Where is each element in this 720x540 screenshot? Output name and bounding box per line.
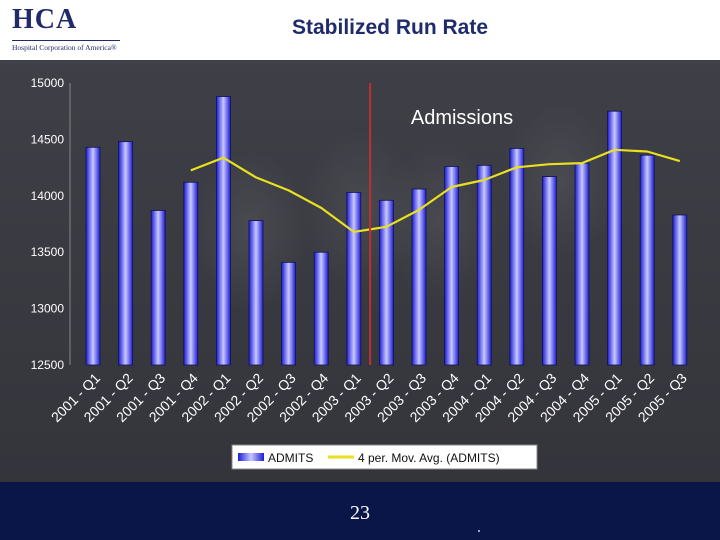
bar-admits	[85, 146, 101, 366]
legend-bar-swatch	[238, 453, 264, 461]
y-tick-label: 14000	[31, 189, 65, 203]
y-tick-label: 12500	[31, 358, 65, 372]
page-number: 23	[350, 502, 370, 524]
bar-admits	[346, 192, 362, 366]
moving-average-series	[190, 148, 681, 233]
chart-annotation: Admissions	[411, 107, 513, 129]
bar-series-admits	[85, 96, 688, 366]
bar-admits	[411, 188, 427, 366]
admissions-chart: 12500 13000 13500 14000 14500 15000 2001 - Q1…	[31, 76, 690, 470]
y-tick-label: 13000	[31, 302, 65, 316]
legend-box	[231, 444, 538, 470]
footer-dot	[478, 530, 480, 532]
legend-label-admits: ADMITS	[268, 451, 313, 465]
y-tick-label: 13500	[31, 245, 65, 259]
y-tick-label: 14500	[31, 132, 65, 146]
legend-label-moving-average: 4 per. Mov. Avg. (ADMITS)	[358, 451, 500, 465]
hca-logo: HCA Hospital Corporation of America®	[12, 4, 142, 54]
header: HCA Hospital Corporation of America® Sta…	[0, 0, 720, 60]
bar-admits	[313, 251, 329, 366]
bar-admits	[509, 148, 525, 366]
bar-admits	[248, 220, 264, 366]
moving-average-line	[190, 148, 681, 233]
bar-admits	[215, 96, 231, 366]
bar-admits	[118, 141, 133, 366]
bar-admits	[378, 199, 394, 366]
footer: 23	[0, 482, 720, 540]
bar-admits	[639, 154, 655, 366]
bar-admits	[281, 261, 297, 366]
logo-subtitle: Hospital Corporation of America®	[12, 43, 117, 52]
y-axis: 12500 13000 13500 14000 14500 15000	[31, 76, 71, 372]
bar-admits	[672, 214, 688, 366]
bar-admits	[574, 162, 590, 366]
y-tick-label: 15000	[31, 76, 65, 90]
bar-admits	[476, 164, 492, 366]
bar-admits	[444, 166, 460, 366]
logo-divider	[12, 40, 120, 41]
bar-admits	[607, 110, 622, 366]
bar-admits	[542, 176, 557, 366]
logo-text: HCA	[12, 4, 78, 35]
bar-admits	[150, 210, 166, 366]
chart-legend: ADMITS 4 per. Mov. Avg. (ADMITS)	[231, 444, 538, 470]
bar-admits	[183, 181, 199, 366]
slide-title: Stabilized Run Rate	[291, 16, 489, 39]
